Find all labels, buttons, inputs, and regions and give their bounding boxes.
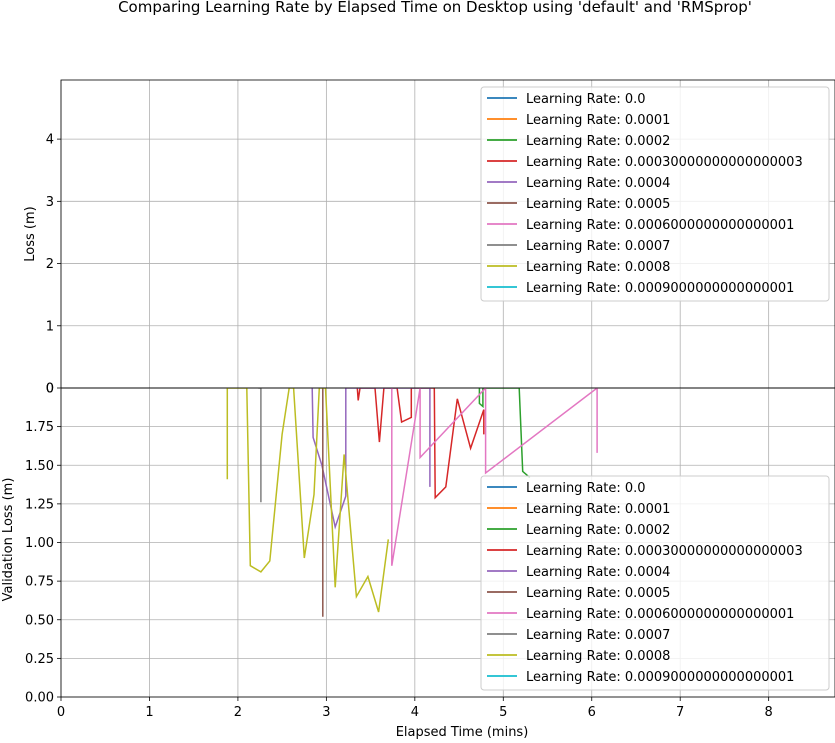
series-line	[226, 388, 390, 613]
bottom-panel: 0.00 0.25 0.50 0.75 1.00 1.25 1.50 1.75 0 0 1 2 3 4 5 6…	[1, 382, 835, 740]
legend-box	[480, 86, 830, 302]
y-tick-label: 2	[46, 257, 54, 272]
legend-label: Learning Rate: 0.0	[526, 92, 646, 107]
legend-label: Learning Rate: 0.0001	[526, 113, 670, 128]
y-tick-label: 0.25	[25, 652, 54, 667]
x-tick-label: 6	[588, 705, 596, 720]
y-axis-label: Validation Loss (m)	[1, 478, 16, 602]
y-axis-label: Loss (m)	[23, 206, 38, 261]
x-tick-label: 3	[322, 705, 330, 720]
y-tick-label: 1.50	[25, 459, 54, 474]
axes-frame	[60, 387, 835, 698]
series-line	[391, 388, 598, 566]
x-tick-label: 7	[676, 705, 684, 720]
legend-label: Learning Rate: 0.0007	[526, 628, 670, 643]
y-tick-label: 1.75	[25, 420, 54, 435]
x-tick-label: 0	[57, 705, 65, 720]
y-tick-label: 0	[46, 382, 54, 397]
legend-label: Learning Rate: 0.0008	[526, 649, 670, 664]
series-line	[258, 388, 262, 503]
y-tick-label: 1	[46, 319, 54, 334]
x-tick-label: 2	[234, 705, 242, 720]
legend-box	[480, 475, 830, 691]
legend-label: Learning Rate: 0.0004	[526, 176, 670, 191]
legend-label: Learning Rate: 0.0006000000000000001	[526, 218, 794, 233]
legend: Learning Rate: 0.0 Learning Rate: 0.0001 L…	[480, 86, 830, 302]
legend-label: Learning Rate: 0.0006000000000000001	[526, 607, 794, 622]
legend-label: Learning Rate: 0.0007	[526, 239, 670, 254]
legend: Learning Rate: 0.0 Learning Rate: 0.0001 L…	[480, 475, 830, 691]
x-tick-label: 1	[145, 705, 153, 720]
legend-label: Learning Rate: 0.0009000000000000001	[526, 281, 794, 296]
legend-label: Learning Rate: 0.0004	[526, 565, 670, 580]
y-tick-label: 0.75	[25, 575, 54, 590]
figure-title: Comparing Learning Rate by Elapsed Time …	[118, 0, 752, 16]
legend-label: Learning Rate: 0.0002	[526, 523, 670, 538]
y-tick-label: 1.25	[25, 497, 54, 512]
legend-label: Learning Rate: 0.0005	[526, 197, 670, 212]
legend-label: Learning Rate: 0.00030000000000000003	[526, 155, 803, 170]
legend-label: Learning Rate: 0.0001	[526, 502, 670, 517]
x-axis-label: Elapsed Time (mins)	[396, 725, 529, 739]
legend-label: Learning Rate: 0.0009000000000000001	[526, 670, 794, 685]
y-tick-label: 0	[46, 382, 54, 397]
legend-label: Learning Rate: 0.0002	[526, 134, 670, 149]
legend-label: Learning Rate: 0.00030000000000000003	[526, 544, 803, 559]
y-tick-label: 0.50	[25, 613, 54, 628]
y-tick-label: 3	[46, 195, 54, 210]
y-tick-label: 4	[46, 133, 54, 148]
y-tick-label: 0.00	[25, 691, 54, 706]
series-line	[356, 388, 485, 500]
legend-label: Learning Rate: 0.0008	[526, 260, 670, 275]
y-tick-label: 1.00	[25, 536, 54, 551]
legend-label: Learning Rate: 0.0	[526, 481, 646, 496]
series-line	[478, 388, 531, 479]
legend-label: Learning Rate: 0.0005	[526, 586, 670, 601]
x-tick-label: 5	[499, 705, 507, 720]
x-tick-label: 8	[765, 705, 773, 720]
x-tick-label: 4	[411, 705, 419, 720]
